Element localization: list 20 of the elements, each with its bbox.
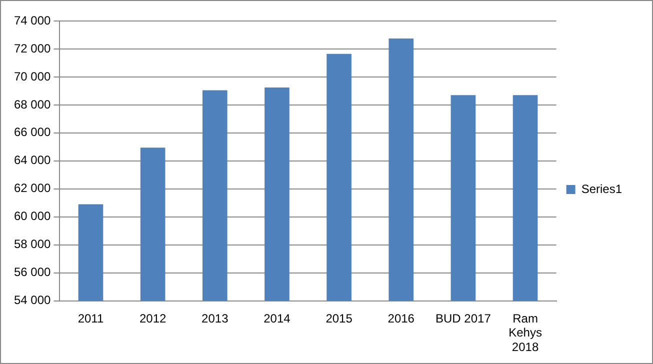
y-tick-label: 70 000	[14, 69, 52, 84]
y-tick-label: 62 000	[14, 181, 52, 196]
legend-label: Series1	[581, 182, 622, 196]
y-tick-label: 74 000	[14, 13, 52, 28]
y-tick-label: 56 000	[14, 265, 52, 280]
x-tick-label: 2011	[78, 311, 104, 326]
y-tick-label: 72 000	[14, 41, 52, 56]
x-tick-label: 2014	[264, 311, 291, 326]
x-tick-label: 2015	[326, 311, 353, 326]
y-tick-label: 58 000	[14, 237, 52, 252]
y-tick-label: 54 000	[14, 293, 52, 308]
y-tick-label: 64 000	[14, 153, 52, 168]
x-tick-label: 2016	[388, 311, 415, 326]
y-tick-label: 66 000	[14, 125, 52, 140]
y-tick-label: 68 000	[14, 97, 52, 112]
x-tick-label: 2013	[202, 311, 229, 326]
x-tick-label: 2012	[139, 311, 166, 326]
x-tick-label: Ram Kehys 2018	[508, 311, 542, 354]
x-tick-label: BUD 2017	[436, 311, 492, 326]
y-tick-label: 60 000	[14, 209, 52, 224]
